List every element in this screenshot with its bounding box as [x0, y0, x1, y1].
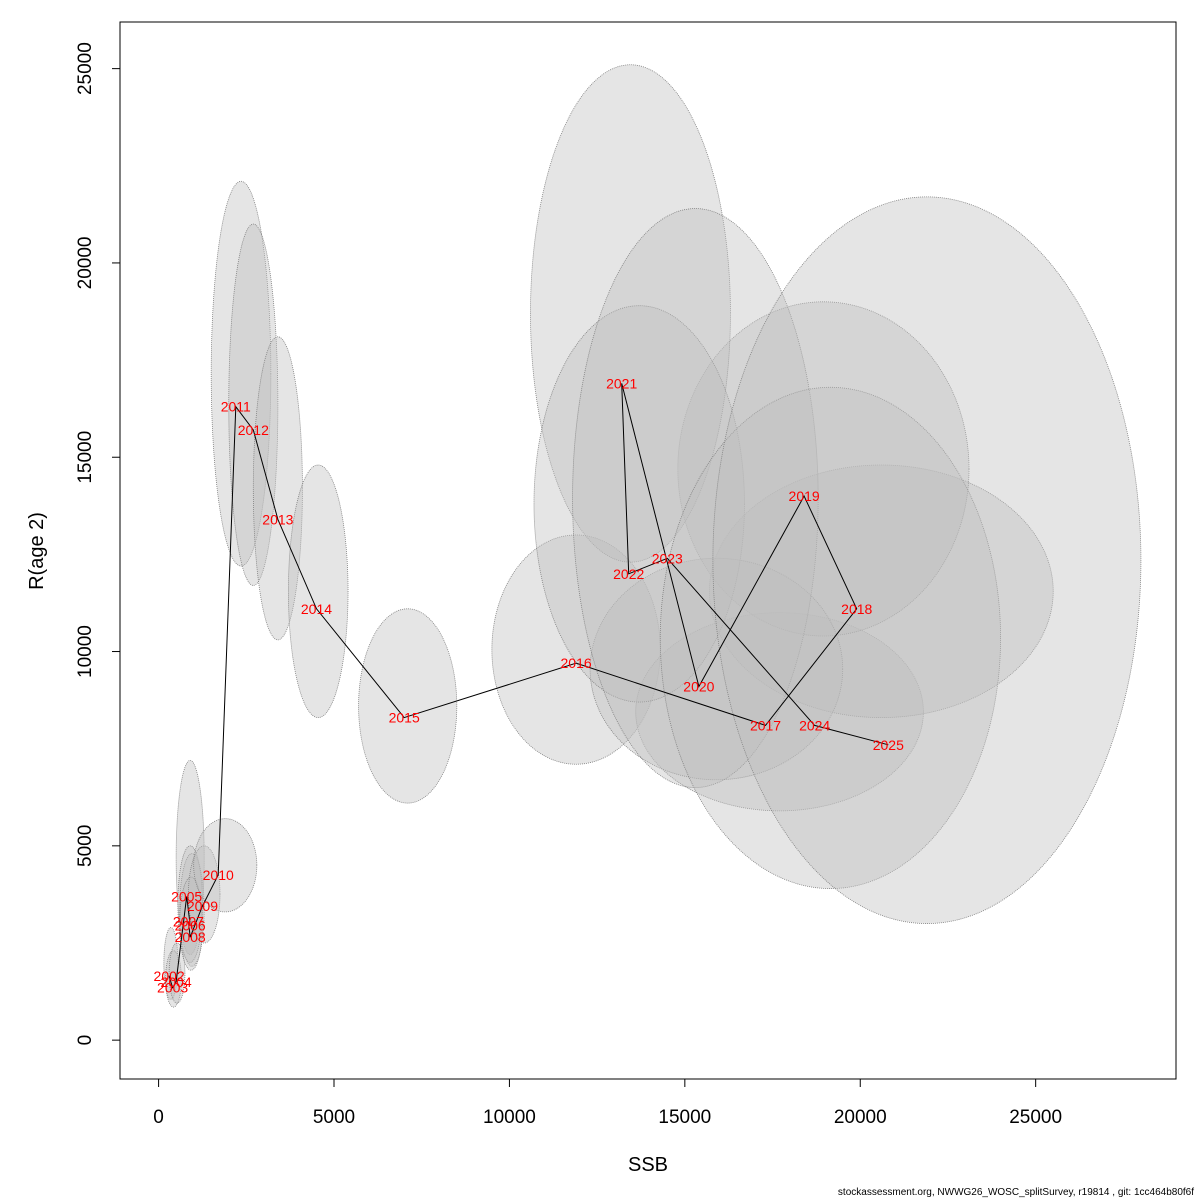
- ellipse-2024: [659, 386, 1001, 889]
- point-label-2012: 2012: [238, 422, 269, 438]
- point-label-2007: 2007: [173, 914, 204, 930]
- series-path: [168, 383, 889, 989]
- y-tick-label: 15000: [75, 431, 96, 484]
- point-label-2015: 2015: [389, 710, 420, 726]
- ellipse-2021: [530, 64, 731, 563]
- point-label-2010: 2010: [203, 867, 234, 883]
- ellipse-2006: [179, 853, 205, 967]
- point-label-2018: 2018: [841, 601, 872, 617]
- point-label-2002: 2002: [154, 968, 185, 984]
- point-label-2017: 2017: [750, 717, 781, 733]
- ellipse-2010: [193, 818, 258, 913]
- path-layer: [168, 383, 889, 989]
- point-label-2013: 2013: [262, 511, 293, 527]
- y-tick-label: 10000: [75, 625, 96, 678]
- point-label-2022: 2022: [613, 566, 644, 582]
- ellipse-2012: [228, 223, 279, 586]
- point-label-2004: 2004: [161, 974, 192, 990]
- ellipse-2019: [677, 301, 970, 637]
- y-tick-label: 20000: [75, 237, 96, 290]
- ellipses-layer: [163, 64, 1142, 1008]
- x-axis-title: SSB: [628, 1154, 668, 1176]
- point-label-2023: 2023: [652, 550, 683, 566]
- ellipse-2008: [179, 876, 203, 971]
- x-tick-label: 0: [153, 1107, 164, 1128]
- point-label-2014: 2014: [301, 601, 332, 617]
- x-tick-label: 20000: [834, 1107, 887, 1128]
- ellipse-2015: [358, 608, 458, 804]
- point-label-2008: 2008: [175, 929, 206, 945]
- ellipse-2014: [287, 464, 349, 718]
- ellipse-2020: [589, 557, 844, 781]
- point-label-2025: 2025: [873, 737, 904, 753]
- x-tick-label: 25000: [1009, 1107, 1062, 1128]
- ellipse-2003: [165, 950, 182, 1008]
- point-label-2006: 2006: [175, 918, 206, 934]
- x-tick-label: 10000: [483, 1107, 536, 1128]
- footer-credit: stockassessment.org, NWWG26_WOSC_splitSu…: [837, 1187, 1194, 1198]
- ellipse-2007: [177, 845, 203, 963]
- point-label-2021: 2021: [606, 375, 637, 391]
- y-tick-label: 25000: [75, 42, 96, 95]
- ellipse-2022: [533, 305, 745, 703]
- ellipse-2017: [635, 612, 924, 812]
- point-label-2005: 2005: [171, 888, 202, 904]
- ellipse-2016: [491, 534, 661, 765]
- y-axis-title: R(age 2): [26, 512, 48, 590]
- y-tick-label: 0: [75, 1035, 96, 1046]
- y-tick-label: 5000: [75, 825, 96, 867]
- ellipse-2025: [712, 196, 1142, 924]
- y-axis: 0 5000 10000 15000 20000 25000: [75, 42, 121, 1046]
- ellipse-2013: [252, 336, 303, 641]
- point-label-2016: 2016: [561, 655, 592, 671]
- ellipse-2018: [708, 464, 1054, 718]
- x-axis: 0 5000 10000 15000 20000 25000: [153, 1078, 1062, 1128]
- x-tick-label: 5000: [313, 1107, 355, 1128]
- point-label-2003: 2003: [157, 980, 188, 996]
- ellipse-2011: [210, 180, 272, 567]
- point-label-2011: 2011: [221, 399, 251, 415]
- point-label-2019: 2019: [789, 488, 820, 504]
- point-label-2024: 2024: [799, 717, 830, 733]
- point-label-2009: 2009: [187, 898, 218, 914]
- ellipse-2009: [188, 845, 221, 944]
- x-tick-label: 15000: [658, 1107, 711, 1128]
- point-label-2020: 2020: [683, 679, 714, 695]
- ellipse-2005: [175, 759, 205, 956]
- ellipse-2023: [572, 208, 819, 788]
